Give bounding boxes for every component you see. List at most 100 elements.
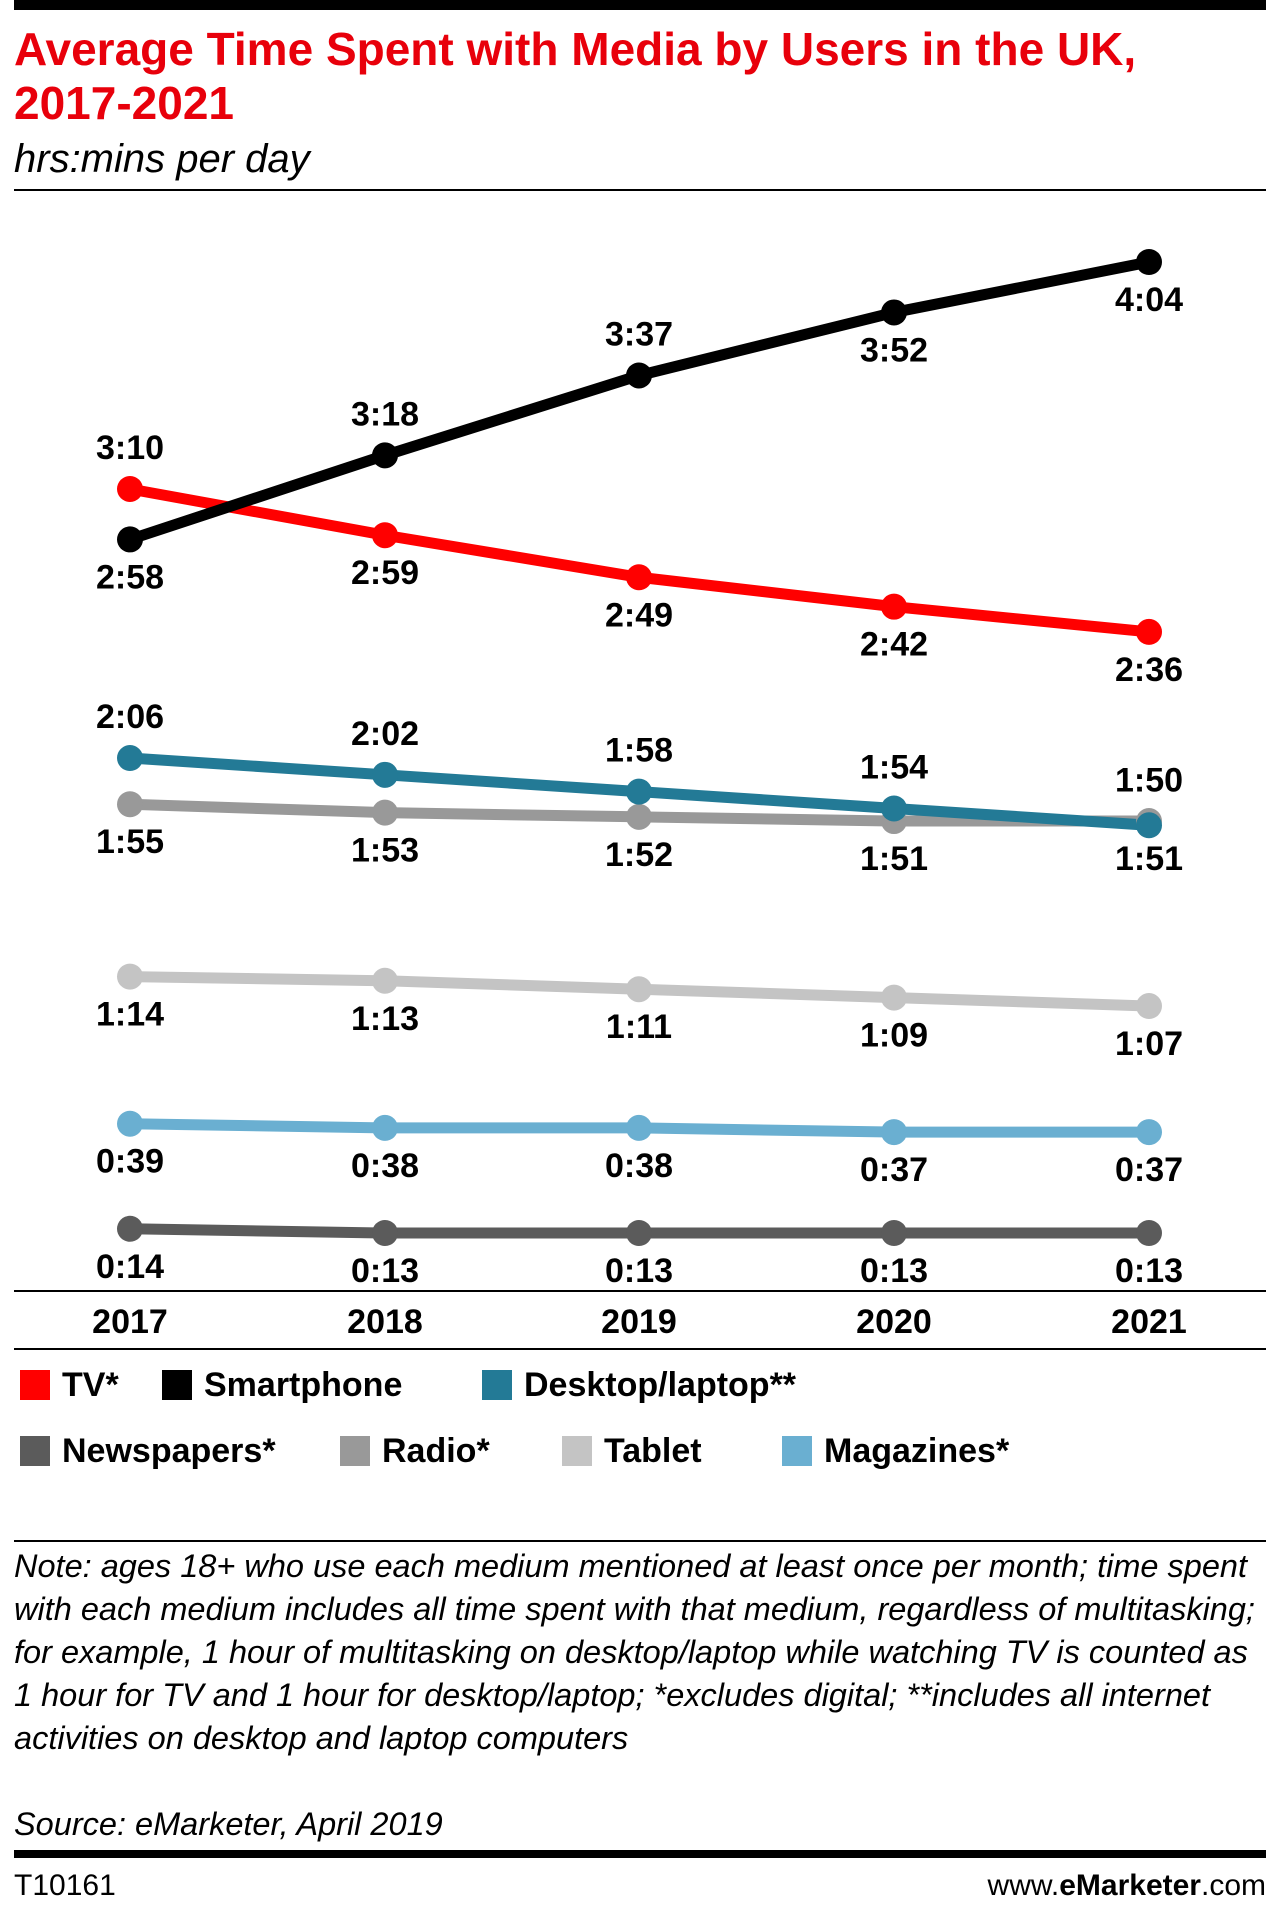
series-line-smartphone <box>124 256 1155 545</box>
x-axis: 2017 2018 2019 2020 2021 <box>0 1296 1280 1348</box>
line-chart: 0:14 0:13 0:13 0:13 0:13 0:39 0:38 0:38 0:37 0:37… <box>96 249 1183 1290</box>
data-label-tv-2021: 2:36 <box>1115 651 1183 689</box>
legend-label: Newspapers* <box>62 1431 276 1470</box>
data-label-newspapers-2021: 0:13 <box>1115 1252 1183 1290</box>
legend-item-radio: Radio* <box>340 1426 490 1476</box>
point-newspapers-2020 <box>881 1220 907 1246</box>
point-desktop-laptop-2021 <box>1136 812 1162 839</box>
legend-label: Tablet <box>604 1431 702 1470</box>
point-radio-2018 <box>372 799 398 826</box>
x-tick-2017: 2017 <box>92 1303 168 1341</box>
data-label-smartphone-2019: 3:37 <box>605 315 673 353</box>
legend: TV* Smartphone Desktop/laptop** Newspapers*… <box>0 1360 1280 1560</box>
legend-swatch <box>20 1370 50 1400</box>
data-label-radio-2019: 1:52 <box>605 836 673 874</box>
data-label-newspapers-2020: 0:13 <box>860 1252 928 1290</box>
point-magazines-2017 <box>117 1110 143 1137</box>
point-tv-2020 <box>881 593 907 620</box>
legend-item-tv: TV* <box>20 1360 119 1410</box>
legend-label: Radio* <box>382 1431 490 1470</box>
legend-item-magazines: Magazines* <box>782 1426 1009 1476</box>
point-magazines-2021 <box>1136 1119 1162 1146</box>
data-label-radio-2021: 1:51 <box>1115 840 1183 878</box>
data-label-radio-2017: 1:55 <box>96 823 164 861</box>
point-tablet-2019 <box>626 976 652 1003</box>
data-label-tablet-2020: 1:09 <box>860 1017 928 1055</box>
data-label-desktop-laptop-2017: 2:06 <box>96 698 164 736</box>
legend-item-tablet: Tablet <box>562 1426 702 1476</box>
point-tv-2018 <box>372 522 398 549</box>
site-prefix: www. <box>987 1869 1060 1902</box>
data-label-smartphone-2017: 2:58 <box>96 558 164 596</box>
data-label-tv-2018: 2:59 <box>351 554 419 592</box>
chart-id: T10161 <box>14 1869 116 1902</box>
point-tablet-2018 <box>372 967 398 994</box>
point-tv-2019 <box>626 564 652 591</box>
legend-label: TV* <box>62 1365 119 1404</box>
legend-swatch <box>482 1370 512 1400</box>
chart-title: Average Time Spent with Media by Users i… <box>14 23 1137 129</box>
point-desktop-laptop-2019 <box>626 778 652 805</box>
series-points <box>117 249 1162 1246</box>
data-label-radio-2020: 1:51 <box>860 840 928 878</box>
site-suffix: .com <box>1200 1869 1266 1902</box>
point-desktop-laptop-2020 <box>881 795 907 822</box>
data-label-magazines-2018: 0:38 <box>351 1147 419 1185</box>
point-smartphone-2021 <box>1136 249 1162 275</box>
data-label-desktop-laptop-2019: 1:58 <box>605 732 673 770</box>
point-tv-2021 <box>1136 618 1162 645</box>
data-label-tv-2017: 3:10 <box>96 429 164 467</box>
legend-label: Smartphone <box>204 1365 403 1404</box>
x-tick-2020: 2020 <box>856 1303 932 1341</box>
site-brand: eMarketer <box>1059 1869 1201 1902</box>
data-label-tv-2020: 2:42 <box>860 626 928 664</box>
x-axis-top-rule <box>14 1290 1266 1292</box>
data-label-tablet-2019: 1:11 <box>606 1008 672 1046</box>
point-desktop-laptop-2017 <box>117 745 143 772</box>
subtitle-divider <box>14 189 1266 191</box>
legend-swatch <box>782 1436 812 1466</box>
point-smartphone-2020 <box>881 299 907 326</box>
data-label-smartphone-2021: 4:04 <box>1115 281 1183 319</box>
data-labels: 0:14 0:13 0:13 0:13 0:13 0:39 0:38 0:38 0:37 0:37… <box>96 281 1183 1290</box>
legend-swatch <box>562 1436 592 1466</box>
point-smartphone-2017 <box>117 526 143 553</box>
source-line: Source: eMarketer, April 2019 <box>14 1806 443 1842</box>
point-tablet-2020 <box>881 984 907 1011</box>
legend-label: Desktop/laptop** <box>524 1365 797 1404</box>
legend-item-smartphone: Smartphone <box>162 1360 402 1410</box>
legend-swatch <box>20 1436 50 1466</box>
data-label-magazines-2017: 0:39 <box>96 1143 164 1181</box>
point-newspapers-2021 <box>1136 1220 1162 1246</box>
point-radio-2017 <box>117 791 143 818</box>
data-label-smartphone-2020: 3:52 <box>860 331 928 369</box>
point-magazines-2019 <box>626 1114 652 1141</box>
point-tablet-2017 <box>117 963 143 990</box>
x-tick-2021: 2021 <box>1111 1303 1187 1341</box>
data-label-newspapers-2017: 0:14 <box>96 1248 164 1286</box>
point-magazines-2018 <box>372 1114 398 1141</box>
top-rule <box>14 0 1266 10</box>
site-url: www.eMarketer.com <box>988 1864 1266 1908</box>
data-label-radio-2018: 1:53 <box>351 832 419 870</box>
data-label-desktop-laptop-2018: 2:02 <box>351 715 419 753</box>
data-label-magazines-2021: 0:37 <box>1115 1151 1183 1189</box>
legend-swatch <box>162 1370 192 1400</box>
data-label-newspapers-2018: 0:13 <box>351 1252 419 1290</box>
data-label-smartphone-2018: 3:18 <box>351 395 419 433</box>
bottom-rule <box>14 1850 1266 1858</box>
legend-item-newspapers: Newspapers* <box>20 1426 276 1476</box>
data-label-magazines-2020: 0:37 <box>860 1151 928 1189</box>
point-tv-2017 <box>117 475 143 502</box>
x-tick-2019: 2019 <box>601 1303 677 1341</box>
data-label-tv-2019: 2:49 <box>605 596 673 634</box>
note-divider <box>14 1540 1266 1542</box>
point-tablet-2021 <box>1136 993 1162 1020</box>
point-newspapers-2019 <box>626 1220 652 1246</box>
footnote: Note: ages 18+ who use each medium menti… <box>14 1548 1255 1756</box>
point-smartphone-2018 <box>372 442 398 469</box>
x-tick-2018: 2018 <box>347 1303 423 1341</box>
legend-swatch <box>340 1436 370 1466</box>
chart-subtitle: hrs:mins per day <box>14 137 310 181</box>
data-label-desktop-laptop-2020: 1:54 <box>860 748 928 786</box>
